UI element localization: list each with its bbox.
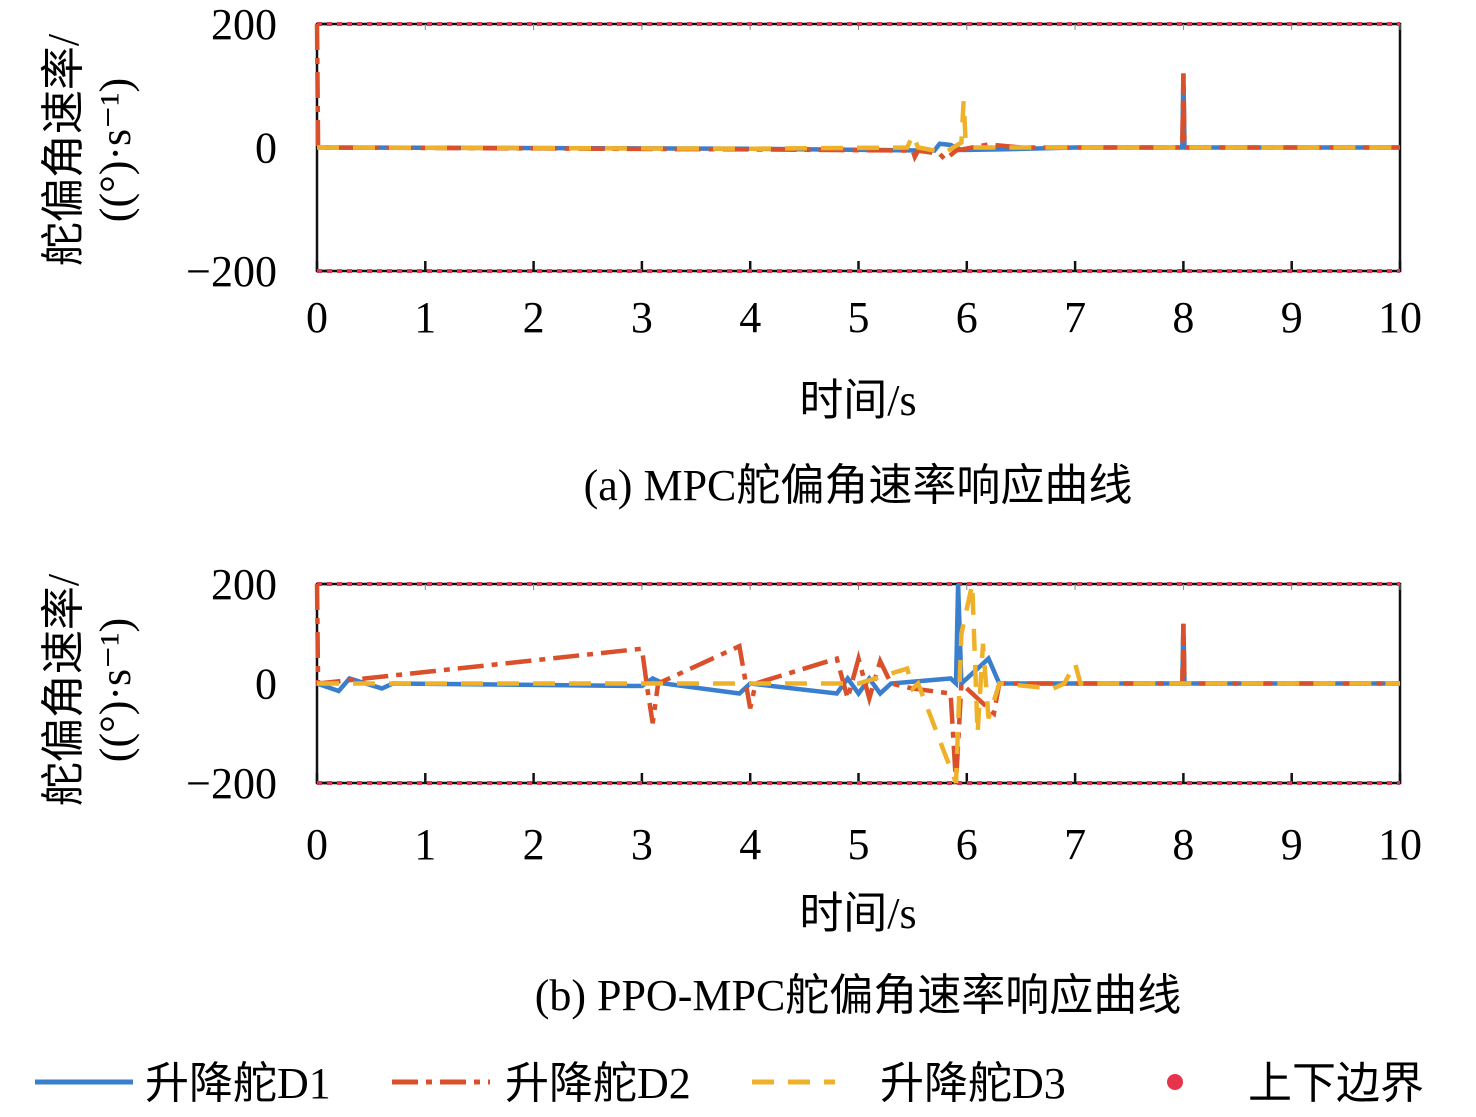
x-tick-label: 10: [1378, 820, 1422, 869]
x-tick-label: 9: [1281, 293, 1303, 342]
x-tick-label: 1: [414, 293, 436, 342]
x-tick-label: 2: [523, 293, 545, 342]
x-tick-label: 6: [956, 293, 978, 342]
legend-label: 升降舵D2: [505, 1059, 691, 1108]
y-axis-label-line2: ((°)·s⁻¹): [91, 618, 140, 762]
series-line-d3: [317, 583, 1400, 784]
x-tick-label: 4: [739, 293, 761, 342]
series-line-d1: [316, 583, 1400, 698]
x-tick-label: 3: [631, 293, 653, 342]
x-tick-label: 0: [306, 820, 328, 869]
x-axis-label: 时间/s: [799, 376, 916, 425]
y-tick-label: −200: [186, 247, 277, 296]
x-tick-label: 10: [1378, 293, 1422, 342]
chart-caption: (b) PPO-MPC舵偏角速率响应曲线: [535, 971, 1182, 1020]
series-line-d2: [314, 23, 1400, 163]
x-tick-label: 5: [848, 293, 870, 342]
legend-label: 升降舵D3: [880, 1059, 1066, 1108]
y-axis-label-line2: ((°)·s⁻¹): [91, 78, 140, 222]
x-tick-label: 7: [1064, 820, 1086, 869]
legend-marker-bound: [1167, 1074, 1183, 1090]
x-tick-label: 1: [414, 820, 436, 869]
x-tick-label: 7: [1064, 293, 1086, 342]
legend: 升降舵D1 升降舵D2 升降舵D3 上下边界: [35, 1059, 1424, 1108]
y-tick-label: 200: [211, 0, 277, 49]
chart-panel-b: 0 1 2 3 4 5 6 7 8 9 10 200 0 −200 舵偏角速率/((°)·s⁻¹) 时间/s (…: [39, 560, 1422, 1020]
legend-label: 升降舵D1: [145, 1059, 331, 1108]
y-tick-label: −200: [186, 759, 277, 808]
y-axis-label-line1: 舵偏角速率/: [39, 573, 88, 806]
x-tick-label: 8: [1172, 293, 1194, 342]
x-tick-label: 2: [523, 820, 545, 869]
y-axis-label-line1: 舵偏角速率/: [39, 33, 88, 266]
series-line-d3: [316, 101, 1400, 155]
x-tick-label: 4: [739, 820, 761, 869]
y-tick-label: 0: [255, 660, 277, 709]
chart-caption: (a) MPC舵偏角速率响应曲线: [584, 461, 1133, 510]
legend-label: 上下边界: [1248, 1059, 1424, 1108]
x-tick-label: 0: [306, 293, 328, 342]
x-tick-label: 5: [848, 820, 870, 869]
x-tick-label: 3: [631, 820, 653, 869]
x-tick-label: 6: [956, 820, 978, 869]
x-tick-label: 9: [1281, 820, 1303, 869]
y-tick-label: 0: [255, 124, 277, 173]
chart-panel-a: 0 1 2 3 4 5 6 7 8 9 10 200 0 −200 舵偏角速率/((°)·s⁻¹) 时间/s (…: [39, 0, 1422, 510]
y-tick-label: 200: [211, 560, 277, 609]
x-tick-label: 8: [1172, 820, 1194, 869]
series-line-d1: [316, 73, 1400, 153]
x-axis-label: 时间/s: [799, 889, 916, 938]
